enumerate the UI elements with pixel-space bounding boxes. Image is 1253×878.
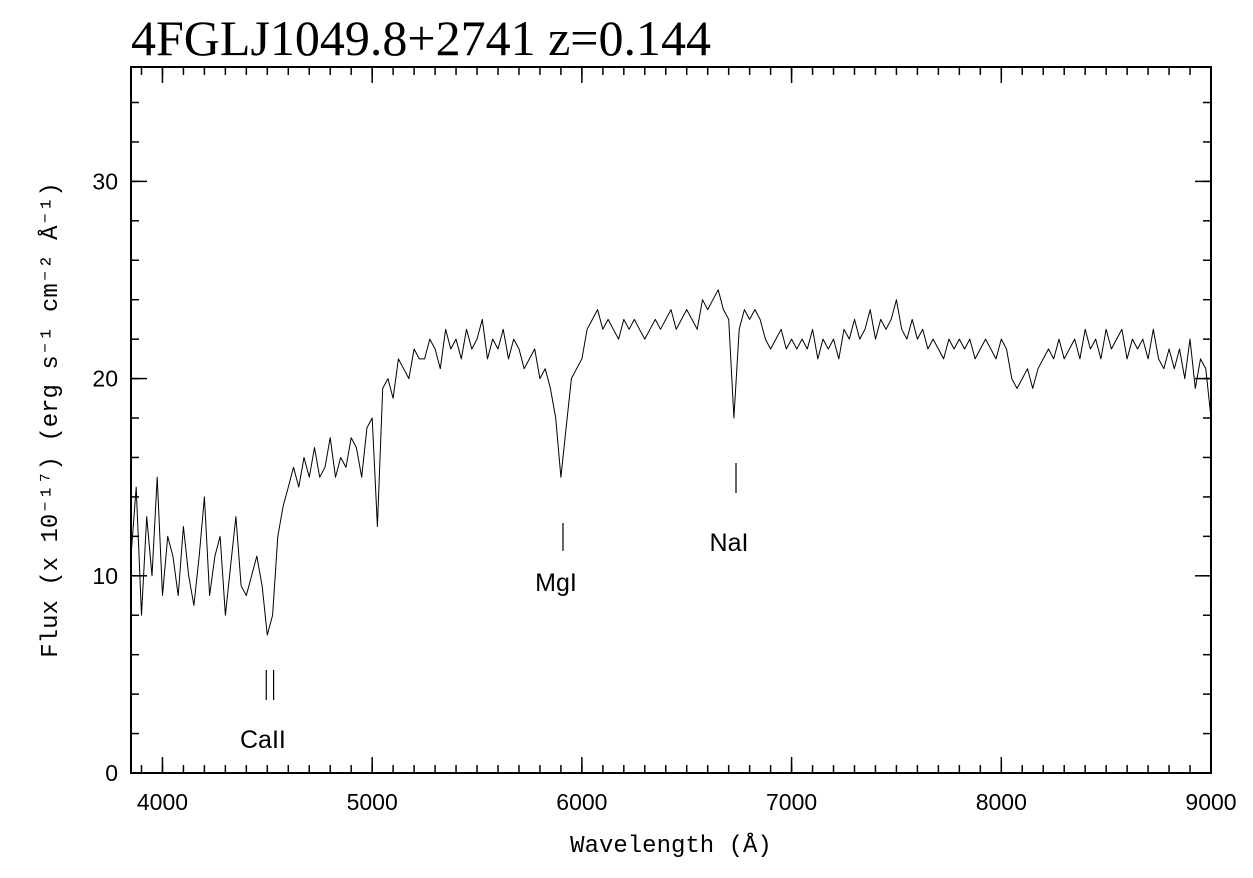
y-axis-label: Flux (x 10⁻¹⁷) (erg s⁻¹ cm⁻² Å⁻¹) <box>37 182 65 657</box>
line-label: NaI <box>710 529 749 557</box>
chart-title: 4FGLJ1049.8+2741 z=0.144 <box>131 10 711 66</box>
plot-frame <box>130 66 1212 774</box>
x-tick-label: 9000 <box>1185 789 1236 815</box>
x-axis-label: Wavelength (Å) <box>570 832 772 860</box>
x-tick-label: 5000 <box>347 789 398 815</box>
x-tick-label: 8000 <box>976 789 1027 815</box>
y-tick-label: 0 <box>105 760 118 786</box>
spectrum-line <box>130 289 1212 636</box>
x-tick-label: 6000 <box>556 789 607 815</box>
line-label: MgI <box>535 569 577 597</box>
y-tick-label: 20 <box>92 366 118 392</box>
y-tick-label: 10 <box>92 563 118 589</box>
line-label: CaII <box>240 726 286 754</box>
x-tick-label: 7000 <box>766 789 817 815</box>
y-tick-label: 30 <box>92 168 118 194</box>
x-tick-label: 4000 <box>137 789 188 815</box>
